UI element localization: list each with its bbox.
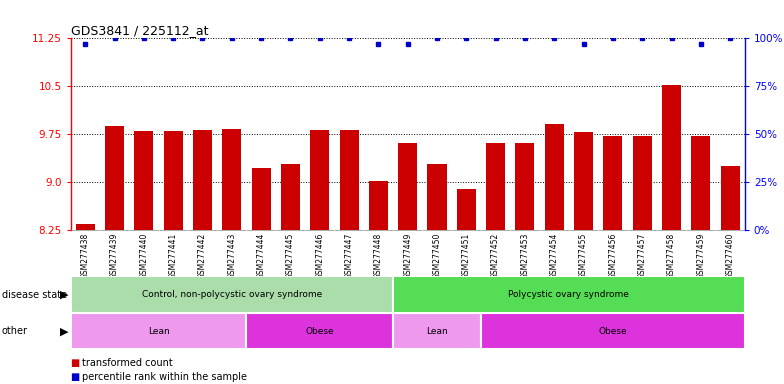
Text: transformed count: transformed count <box>82 358 173 368</box>
Text: GSM277458: GSM277458 <box>667 233 676 279</box>
Bar <box>481 313 745 349</box>
Text: GSM277445: GSM277445 <box>286 233 295 279</box>
Text: other: other <box>2 326 27 336</box>
Bar <box>720 166 739 230</box>
Bar <box>574 132 593 230</box>
Bar <box>134 131 154 230</box>
Text: GSM277460: GSM277460 <box>726 233 735 279</box>
Text: GSM277439: GSM277439 <box>110 233 119 279</box>
Bar <box>246 313 393 349</box>
Bar <box>310 130 329 230</box>
Text: GSM277446: GSM277446 <box>315 233 325 279</box>
Bar <box>76 224 95 230</box>
Text: GSM277451: GSM277451 <box>462 233 471 279</box>
Bar <box>339 130 358 230</box>
Bar <box>545 124 564 230</box>
Bar <box>662 85 681 230</box>
Bar <box>633 136 652 230</box>
Text: Polycystic ovary syndrome: Polycystic ovary syndrome <box>509 290 630 299</box>
Bar <box>457 189 476 230</box>
Text: GSM277443: GSM277443 <box>227 233 236 279</box>
Text: GSM277449: GSM277449 <box>403 233 412 279</box>
Bar <box>71 276 393 313</box>
Bar <box>71 313 246 349</box>
Text: Obese: Obese <box>306 327 334 336</box>
Bar <box>252 168 270 230</box>
Text: ■: ■ <box>71 372 80 382</box>
Text: GSM277444: GSM277444 <box>256 233 266 279</box>
Text: GSM277455: GSM277455 <box>579 233 588 279</box>
Text: GSM277442: GSM277442 <box>198 233 207 279</box>
Text: GSM277459: GSM277459 <box>696 233 706 279</box>
Bar <box>223 129 241 230</box>
Bar <box>515 143 535 230</box>
Text: GSM277441: GSM277441 <box>169 233 178 279</box>
Bar <box>281 164 300 230</box>
Text: Lean: Lean <box>426 327 448 336</box>
Text: Lean: Lean <box>147 327 169 336</box>
Text: Control, non-polycystic ovary syndrome: Control, non-polycystic ovary syndrome <box>142 290 322 299</box>
Text: GSM277448: GSM277448 <box>374 233 383 279</box>
Text: disease state: disease state <box>2 290 67 300</box>
Bar <box>398 143 417 230</box>
Bar <box>393 276 745 313</box>
Text: GSM277438: GSM277438 <box>81 233 89 279</box>
Bar <box>164 131 183 230</box>
Text: ▶: ▶ <box>60 290 68 300</box>
Bar <box>691 136 710 230</box>
Bar <box>604 136 622 230</box>
Text: GSM277453: GSM277453 <box>521 233 529 279</box>
Text: GSM277450: GSM277450 <box>433 233 441 279</box>
Text: GSM277440: GSM277440 <box>140 233 148 279</box>
Text: ■: ■ <box>71 358 80 368</box>
Text: GSM277454: GSM277454 <box>550 233 559 279</box>
Bar <box>427 164 447 230</box>
Text: GSM277452: GSM277452 <box>491 233 500 279</box>
Bar <box>393 313 481 349</box>
Bar <box>193 130 212 230</box>
Text: percentile rank within the sample: percentile rank within the sample <box>82 372 247 382</box>
Bar <box>368 181 388 230</box>
Text: GSM277447: GSM277447 <box>344 233 354 279</box>
Bar <box>105 126 124 230</box>
Text: GDS3841 / 225112_at: GDS3841 / 225112_at <box>71 24 208 37</box>
Text: ▶: ▶ <box>60 326 68 336</box>
Bar <box>486 143 505 230</box>
Text: GSM277457: GSM277457 <box>637 233 647 279</box>
Text: Obese: Obese <box>598 327 627 336</box>
Text: GSM277456: GSM277456 <box>608 233 617 279</box>
